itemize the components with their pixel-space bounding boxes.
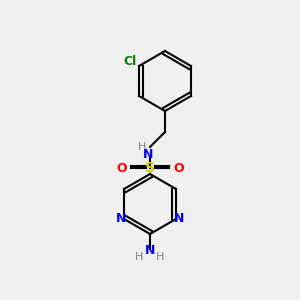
Text: O: O xyxy=(116,161,127,175)
Text: N: N xyxy=(116,212,126,226)
Text: S: S xyxy=(145,161,155,175)
Text: O: O xyxy=(173,161,184,175)
Text: H: H xyxy=(138,142,147,152)
Text: N: N xyxy=(143,148,154,161)
Text: H: H xyxy=(135,251,144,262)
Text: H: H xyxy=(156,251,165,262)
Text: Cl: Cl xyxy=(123,55,136,68)
Text: N: N xyxy=(174,212,184,226)
Text: N: N xyxy=(145,244,155,257)
